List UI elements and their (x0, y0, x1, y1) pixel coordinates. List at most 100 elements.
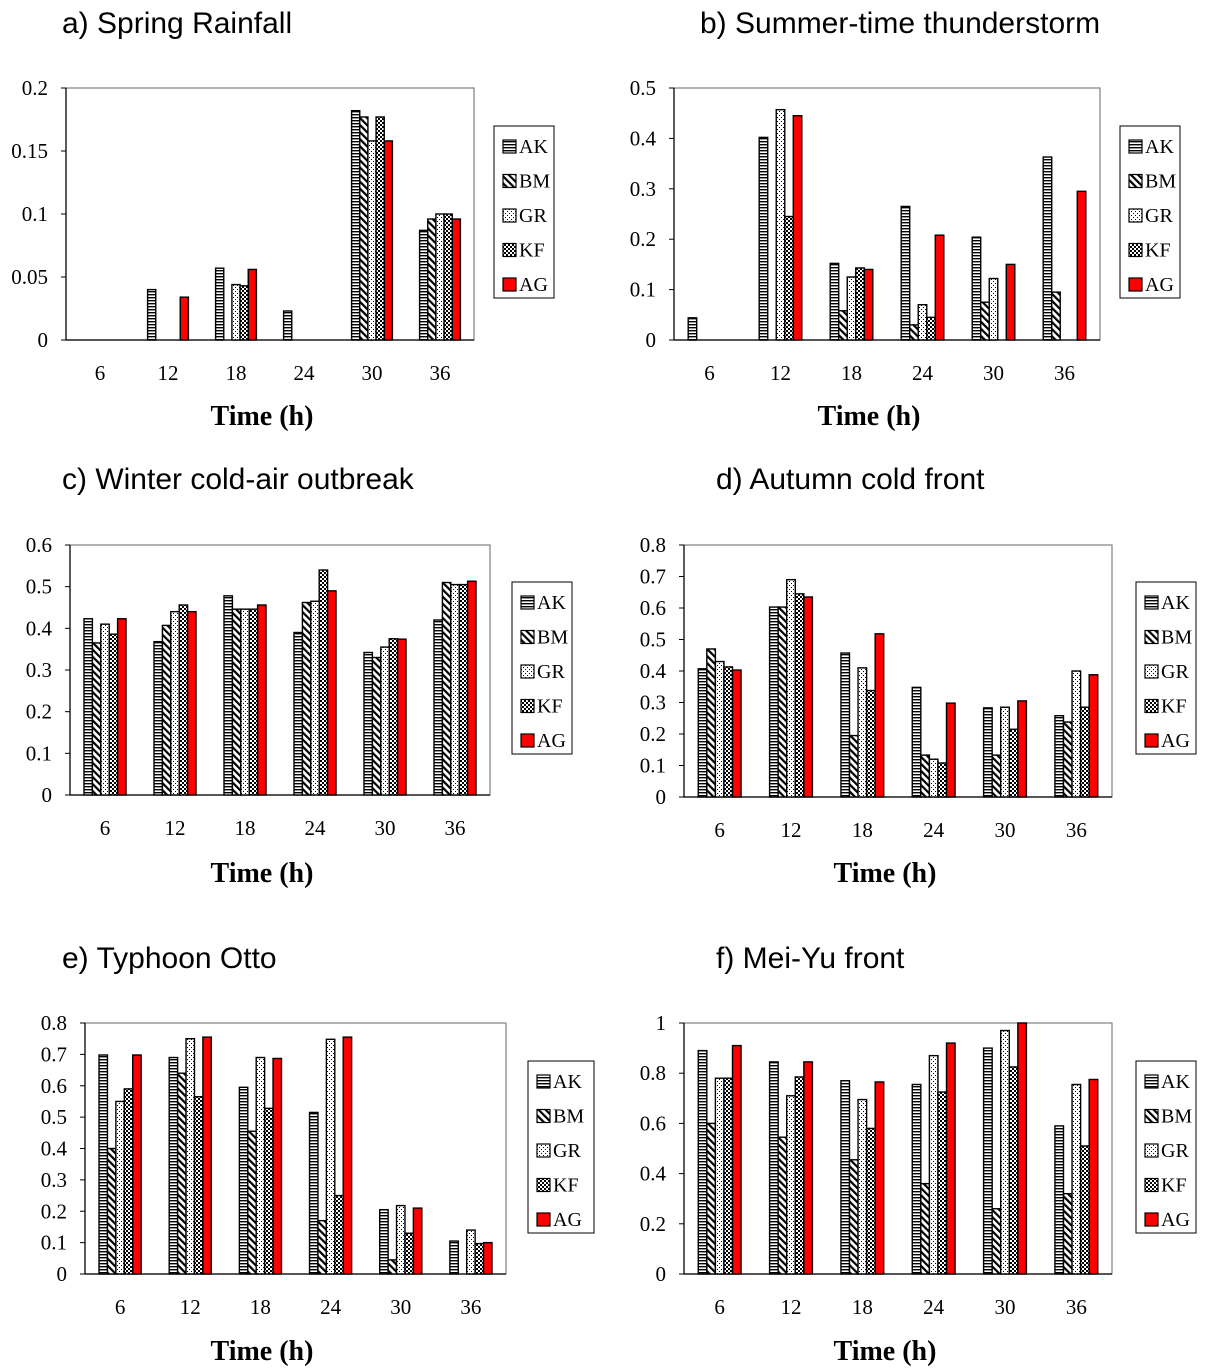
bar-ak-24 (293, 631, 304, 796)
bar-ak-18 (223, 595, 234, 796)
bar-gr-30 (395, 1204, 406, 1275)
x-axis-label: Time (h) (211, 858, 314, 889)
bar-kf-18 (865, 689, 876, 798)
bar-bm-30 (991, 1208, 1002, 1275)
bar-ag-30 (1017, 700, 1028, 798)
legend-swatch-ag (1144, 733, 1159, 748)
bar-ag-30 (412, 1207, 423, 1275)
y-tick-label: 0.2 (640, 722, 666, 746)
bar-ag-18 (256, 604, 267, 796)
chart-panel-3: d) Autumn cold front 0 0.1 0.2 0.3 0.4 0.5 0.6 0… (640, 463, 1197, 889)
bar-gr-12 (786, 1095, 796, 1275)
y-tick-label: 0 (646, 328, 657, 352)
bar-ak-36 (418, 229, 429, 341)
y-tick-label: 0.7 (41, 1042, 67, 1066)
x-tick-label: 12 (770, 361, 791, 385)
bar-ag-18 (874, 1081, 885, 1275)
bar-kf-24 (318, 569, 329, 796)
bar-ag-30 (383, 140, 394, 341)
chart-title: a) Spring Rainfall (62, 7, 292, 40)
bar-ak-30 (982, 707, 993, 798)
bar-bm-30 (991, 754, 1002, 798)
bar-ag-6 (731, 669, 742, 798)
y-tick-label: 0.1 (640, 754, 666, 778)
legend-label-kf: KF (1161, 1175, 1187, 1197)
legend-swatch-bm (1144, 629, 1159, 645)
y-tick-label: 0.4 (41, 1137, 68, 1161)
bar-ag-12 (202, 1036, 213, 1275)
y-tick-label: 0.1 (22, 202, 48, 226)
bar-ak-24 (911, 686, 922, 798)
x-tick-label: 30 (362, 361, 383, 385)
legend-label-bm: BM (1161, 1106, 1192, 1128)
bar-bm-6 (706, 1122, 717, 1275)
bar-gr-36 (466, 1229, 476, 1275)
bar-ak-18 (840, 652, 851, 798)
bar-bm-24 (909, 324, 919, 341)
legend-label-ak: AK (1161, 592, 1190, 614)
legend-label-bm: BM (537, 627, 568, 649)
bar-kf-30 (1008, 1066, 1019, 1275)
legend-swatch-ag (520, 733, 535, 748)
x-axis-label: Time (h) (211, 401, 314, 432)
legend-label-kf: KF (519, 240, 545, 262)
bar-kf-24 (937, 1091, 948, 1275)
chart-panel-1: b) Summer-time thunderstorm 0 0.1 0.2 0.3 0.4… (630, 7, 1181, 432)
legend-label-ag: AG (1145, 274, 1174, 296)
bar-ag-36 (451, 218, 462, 341)
x-tick-label: 18 (852, 818, 873, 842)
x-tick-label: 36 (445, 816, 466, 840)
x-tick-label: 18 (235, 816, 256, 840)
chart-panel-4: e) Typhoon Otto 0 0.1 0.2 0.3 0.4 0.5 0.6 0.7 0.8… (41, 942, 595, 1367)
bar-kf-36 (443, 213, 453, 341)
bar-gr-36 (435, 213, 445, 341)
legend-swatch-ag (502, 277, 517, 292)
bar-ag-36 (1088, 1078, 1099, 1275)
plot-frame (69, 544, 491, 796)
bar-gr-6 (100, 623, 110, 796)
x-tick-label: 24 (923, 1295, 945, 1319)
bar-ak-12 (768, 606, 779, 798)
y-tick-label: 0.2 (630, 227, 656, 251)
x-tick-label: 30 (995, 1295, 1016, 1319)
bar-ak-12 (146, 288, 157, 341)
legend-swatch-kf (1128, 242, 1143, 258)
bar-gr-12 (170, 610, 180, 796)
y-tick-label: 0 (656, 1262, 667, 1286)
y-tick-label: 0.2 (22, 76, 48, 100)
bar-ak-18 (840, 1080, 851, 1275)
bar-ak-6 (83, 618, 94, 796)
bar-kf-6 (723, 1077, 734, 1275)
x-tick-label: 30 (995, 818, 1016, 842)
bar-kf-30 (375, 116, 385, 341)
bar-gr-24 (325, 1038, 336, 1275)
legend-swatch-kf (536, 1177, 551, 1193)
bar-bm-18 (848, 734, 859, 798)
legend-swatch-gr (520, 664, 535, 679)
bar-bm-24 (317, 1219, 328, 1275)
bar-ak-12 (768, 1061, 779, 1275)
bar-kf-30 (388, 638, 399, 796)
x-tick-label: 30 (983, 361, 1004, 385)
bar-gr-24 (928, 758, 939, 798)
legend-swatch-ak (502, 139, 517, 154)
bar-kf-18 (239, 285, 249, 341)
bar-ag-12 (803, 596, 814, 798)
bar-bm-18 (231, 608, 242, 796)
bar-kf-12 (794, 593, 805, 798)
bar-ag-24 (934, 234, 945, 341)
legend-swatch-gr (1128, 208, 1143, 223)
bar-ag-6 (132, 1054, 142, 1275)
x-tick-label: 18 (226, 361, 247, 385)
x-tick-label: 12 (180, 1295, 201, 1319)
bar-ag-24 (945, 1042, 956, 1275)
y-tick-label: 0.1 (26, 741, 52, 765)
legend-label-bm: BM (1145, 171, 1176, 193)
legend-swatch-ag (536, 1212, 551, 1227)
legend-swatch-kf (520, 698, 535, 714)
legend-swatch-ak (520, 595, 535, 610)
bar-bm-12 (777, 606, 788, 798)
x-tick-label: 6 (714, 818, 725, 842)
bar-bm-24 (920, 754, 931, 798)
